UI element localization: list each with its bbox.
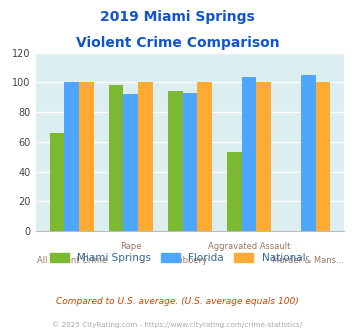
Text: All Violent Crime: All Violent Crime bbox=[37, 256, 107, 265]
Text: Rape: Rape bbox=[120, 242, 142, 251]
Bar bbox=[109, 85, 124, 231]
Bar bbox=[50, 133, 64, 231]
Bar bbox=[301, 75, 316, 231]
Text: © 2025 CityRating.com - https://www.cityrating.com/crime-statistics/: © 2025 CityRating.com - https://www.city… bbox=[53, 322, 302, 328]
Bar bbox=[197, 82, 212, 231]
Legend: Miami Springs, Florida, National: Miami Springs, Florida, National bbox=[46, 248, 309, 267]
Bar bbox=[316, 82, 330, 231]
Bar bbox=[138, 82, 153, 231]
Bar bbox=[168, 91, 182, 231]
Text: Compared to U.S. average. (U.S. average equals 100): Compared to U.S. average. (U.S. average … bbox=[56, 297, 299, 306]
Text: 2019 Miami Springs: 2019 Miami Springs bbox=[100, 10, 255, 24]
Bar bbox=[124, 94, 138, 231]
Text: Violent Crime Comparison: Violent Crime Comparison bbox=[76, 36, 279, 50]
Bar bbox=[182, 93, 197, 231]
Bar bbox=[256, 82, 271, 231]
Bar bbox=[242, 77, 256, 231]
Bar bbox=[227, 152, 242, 231]
Text: Aggravated Assault: Aggravated Assault bbox=[208, 242, 290, 251]
Bar bbox=[79, 82, 94, 231]
Text: Robbery: Robbery bbox=[173, 256, 207, 265]
Text: Murder & Mans...: Murder & Mans... bbox=[272, 256, 344, 265]
Bar bbox=[64, 82, 79, 231]
